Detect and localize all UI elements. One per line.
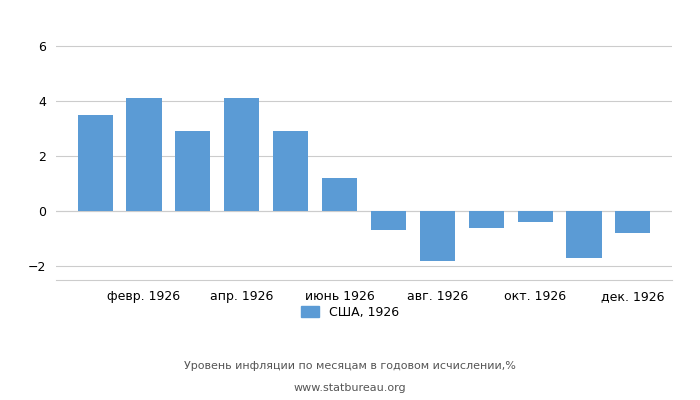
Bar bbox=[468, 211, 504, 228]
Bar bbox=[517, 211, 553, 222]
Legend: США, 1926: США, 1926 bbox=[295, 301, 405, 324]
Text: www.statbureau.org: www.statbureau.org bbox=[294, 383, 406, 393]
Bar bbox=[566, 211, 601, 258]
Bar bbox=[273, 131, 308, 211]
Bar bbox=[224, 98, 260, 211]
Text: Уровень инфляции по месяцам в годовом исчислении,%: Уровень инфляции по месяцам в годовом ис… bbox=[184, 361, 516, 371]
Bar bbox=[420, 211, 455, 261]
Bar bbox=[322, 178, 357, 211]
Bar bbox=[615, 211, 650, 233]
Bar bbox=[127, 98, 162, 211]
Bar bbox=[371, 211, 406, 230]
Bar bbox=[78, 115, 113, 211]
Bar bbox=[175, 131, 211, 211]
